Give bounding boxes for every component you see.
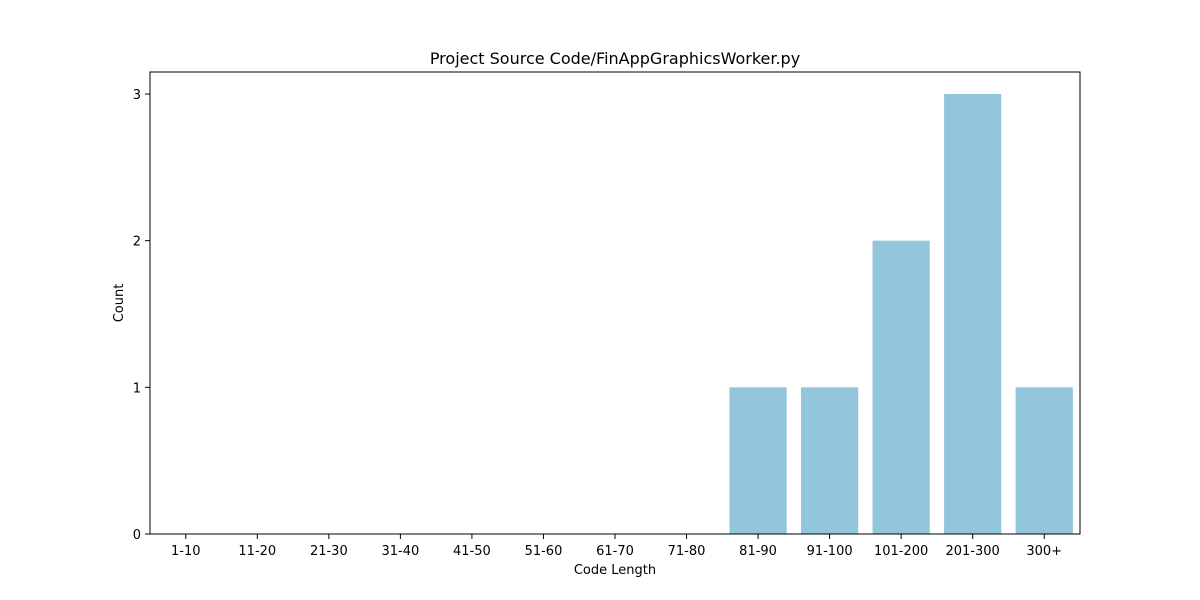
x-tick-label: 21-30	[310, 544, 348, 559]
y-tick-label: 1	[133, 381, 141, 396]
x-tick-label: 91-100	[807, 544, 853, 559]
bar-91-100	[801, 387, 859, 534]
plot-frame	[149, 71, 1081, 535]
bars-group	[729, 94, 1073, 535]
x-tick-label: 41-50	[453, 544, 491, 559]
bar-81-90	[729, 387, 787, 534]
y-tick-label: 0	[133, 528, 141, 543]
x-tick-label: 51-60	[525, 544, 563, 559]
y-tick-label: 2	[133, 235, 141, 250]
x-axis-label: Code Length	[574, 563, 656, 578]
x-tick-label: 61-70	[596, 544, 634, 559]
bar-300+	[1015, 387, 1073, 534]
x-tick-label: 201-300	[946, 544, 1000, 559]
bar-201-300	[944, 94, 1002, 534]
y-axis-label: Count	[112, 284, 127, 323]
x-tick-label: 101-200	[874, 544, 928, 559]
bar-101-200	[872, 240, 930, 535]
x-tick-label: 300+	[1026, 544, 1062, 559]
y-axis: 0 1 2 3	[133, 88, 150, 543]
x-tick-label: 71-80	[668, 544, 706, 559]
x-axis: 1-10 11-20 21-30 31-40 41-50 51-60 61-70 71-80 8…	[171, 534, 1062, 559]
chart-title: Project Source Code/FinAppGraphicsWorker…	[430, 49, 800, 68]
x-tick-label: 1-10	[171, 544, 201, 559]
y-tick-label: 3	[133, 88, 141, 103]
x-tick-label: 31-40	[381, 544, 419, 559]
x-tick-label: 11-20	[238, 544, 276, 559]
x-tick-label: 81-90	[739, 544, 777, 559]
